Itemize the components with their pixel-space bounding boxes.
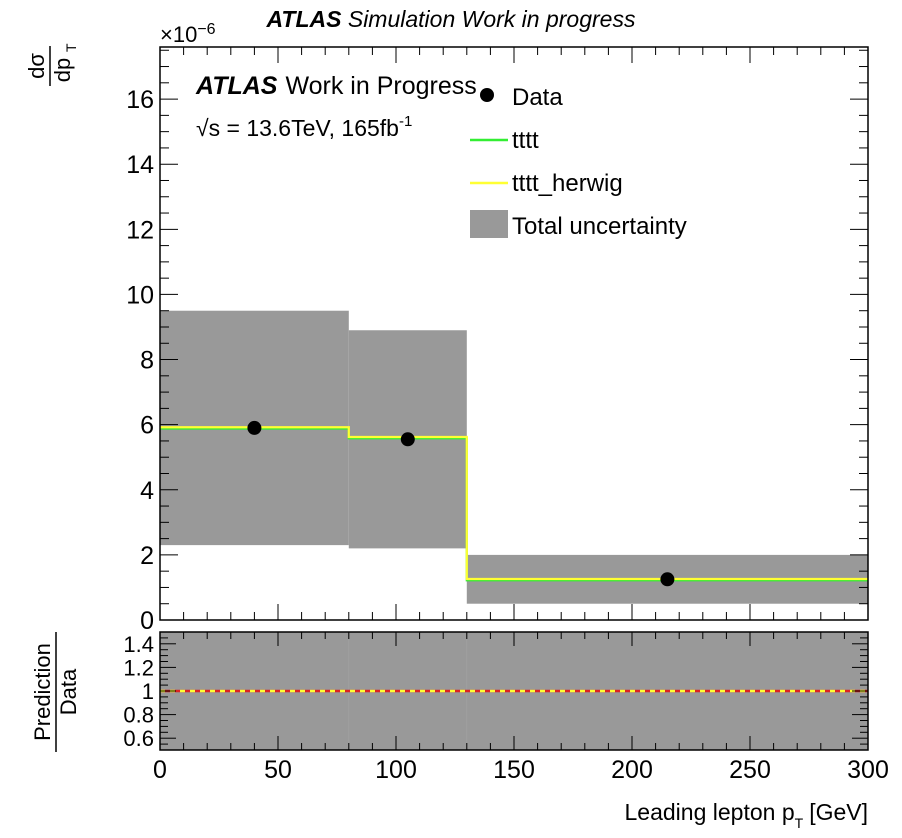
main-y-tick-label: 4 bbox=[140, 477, 154, 505]
x-tick-label: 100 bbox=[375, 756, 417, 784]
x-tick-label: 0 bbox=[153, 756, 167, 784]
main-y-tick-label: 0 bbox=[140, 607, 154, 635]
x-axis-label-main: Leading lepton p bbox=[625, 799, 795, 825]
x-tick-label: 150 bbox=[493, 756, 535, 784]
atlas-label-rest: Work in Progress bbox=[285, 72, 476, 100]
energy-lumi-superscript: -1 bbox=[399, 113, 412, 130]
x-tick-label: 200 bbox=[611, 756, 653, 784]
atlas-label: ATLAS Work in Progress bbox=[195, 72, 477, 100]
y-exponent-power: −6 bbox=[197, 21, 215, 38]
legend-label-tttt: tttt bbox=[512, 127, 539, 154]
main-y-tick-label: 2 bbox=[140, 542, 154, 570]
x-axis-label: Leading lepton pT [GeV] bbox=[625, 799, 868, 831]
energy-lumi-label: √s = 13.6TeV, 165fb-1 bbox=[196, 113, 412, 141]
main-y-tick-label: 6 bbox=[140, 412, 154, 440]
y-label-denominator-sub: T bbox=[63, 43, 79, 52]
legend-label-Data: Data bbox=[512, 84, 563, 111]
legend-marker-Data bbox=[480, 88, 494, 102]
ratio-y-tick-label: 0.8 bbox=[123, 703, 154, 728]
ratio-y-tick-label: 1 bbox=[142, 679, 154, 704]
main-y-tick-label: 12 bbox=[126, 216, 154, 244]
y-label-denominator: dp bbox=[50, 58, 75, 82]
figure-title-rest: Simulation Work in progress bbox=[347, 6, 636, 32]
x-axis-label-sub: T bbox=[795, 815, 804, 831]
main-y-tick-label: 8 bbox=[140, 347, 154, 375]
x-tick-label: 300 bbox=[847, 756, 889, 784]
main-y-axis-label: dσ dp T bbox=[24, 43, 79, 86]
legend-label-tttt_herwig: tttt_herwig bbox=[512, 170, 623, 197]
data-point-2 bbox=[400, 432, 415, 447]
x-axis-label-unit: [GeV] bbox=[809, 799, 868, 825]
y-exponent-label: ×10−6 bbox=[160, 21, 216, 47]
figure-title: ATLAS Simulation Work in progress bbox=[0, 6, 902, 33]
ratio-y-tick-label: 1.4 bbox=[123, 632, 154, 657]
x-tick-label: 50 bbox=[264, 756, 292, 784]
ratio-y-tick-label: 1.2 bbox=[123, 655, 154, 680]
main-y-tick-label: 14 bbox=[126, 151, 154, 179]
data-point-1 bbox=[247, 420, 262, 435]
ratio-label-denominator: Data bbox=[56, 668, 81, 715]
ratio-y-tick-label: 0.6 bbox=[123, 726, 154, 751]
figure-title-bold: ATLAS bbox=[266, 6, 342, 32]
atlas-label-bold: ATLAS bbox=[195, 72, 278, 100]
y-label-numerator: dσ bbox=[24, 53, 49, 79]
main-y-tick-label: 10 bbox=[126, 281, 154, 309]
data-point-3 bbox=[660, 572, 675, 587]
ratio-y-axis-label: Prediction Data bbox=[30, 632, 81, 752]
main-y-tick-label: 16 bbox=[126, 86, 154, 114]
legend-box-Total uncertainty bbox=[470, 210, 508, 238]
legend-label-Total uncertainty: Total uncertainty bbox=[512, 213, 687, 240]
ratio-label-numerator: Prediction bbox=[30, 643, 55, 741]
x-tick-label: 250 bbox=[729, 756, 771, 784]
